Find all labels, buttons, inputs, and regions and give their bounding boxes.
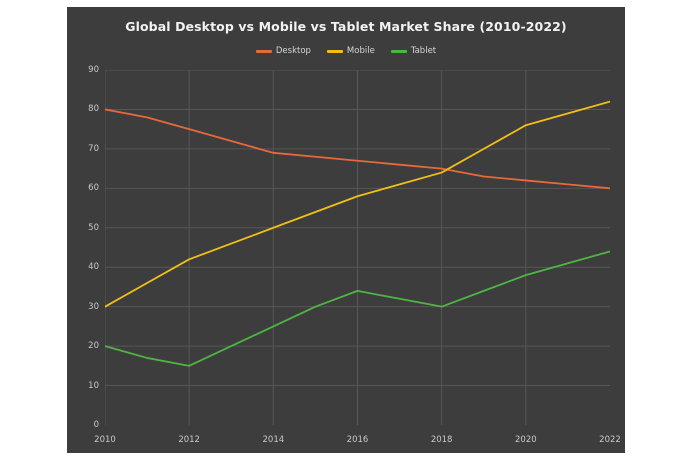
legend-swatch-icon <box>255 50 272 53</box>
legend-label: Tablet <box>410 46 437 56</box>
y-axis-tick-label: 60 <box>88 183 99 194</box>
grid-lines <box>105 70 610 425</box>
y-axis-tick-label: 0 <box>93 420 99 430</box>
chart-legend: Desktop Mobile Tablet <box>67 47 625 56</box>
x-axis-tick-label: 2016 <box>346 435 369 445</box>
legend-entry-desktop[interactable]: Desktop <box>255 46 311 56</box>
y-axis-tick-label: 70 <box>88 143 99 154</box>
series-line-tablet <box>105 250 610 367</box>
legend-swatch-icon <box>390 50 407 53</box>
x-axis-tick-label: 2022 <box>599 435 621 445</box>
x-axis-tick-label: 2020 <box>515 435 537 445</box>
chart-title: Global Desktop vs Mobile vs Tablet Marke… <box>125 19 567 34</box>
series-line-mobile <box>105 100 610 308</box>
y-axis-tick-label: 20 <box>88 341 99 352</box>
legend-label: Mobile <box>346 46 375 56</box>
series-line-desktop <box>105 108 610 190</box>
x-axis-tick-label: 2012 <box>178 435 200 445</box>
legend-swatch-icon <box>326 50 343 53</box>
legend-entry-tablet[interactable]: Tablet <box>390 46 437 56</box>
y-axis-tick-label: 50 <box>88 222 99 233</box>
x-axis-tick-label: 2014 <box>262 435 285 445</box>
y-axis-tick-label: 30 <box>88 301 99 312</box>
y-axis-tick-label: 90 <box>88 65 99 75</box>
plot-svg <box>105 70 610 425</box>
data-series-lines <box>105 100 610 367</box>
legend-label: Desktop <box>275 46 311 56</box>
y-axis-tick-label: 80 <box>88 104 99 115</box>
x-axis-tick-label: 2010 <box>94 435 116 445</box>
x-axis-tick-label: 2018 <box>430 435 453 445</box>
plot-area: 0 10 20 30 40 50 60 70 80 90 2010 2012 2014 2016 2018 2… <box>88 65 621 445</box>
legend-entry-mobile[interactable]: Mobile <box>326 46 375 56</box>
y-axis-tick-label: 10 <box>88 380 99 391</box>
y-axis-tick-label: 40 <box>88 262 99 273</box>
chart-figure: Global Desktop vs Mobile vs Tablet Marke… <box>67 7 625 453</box>
